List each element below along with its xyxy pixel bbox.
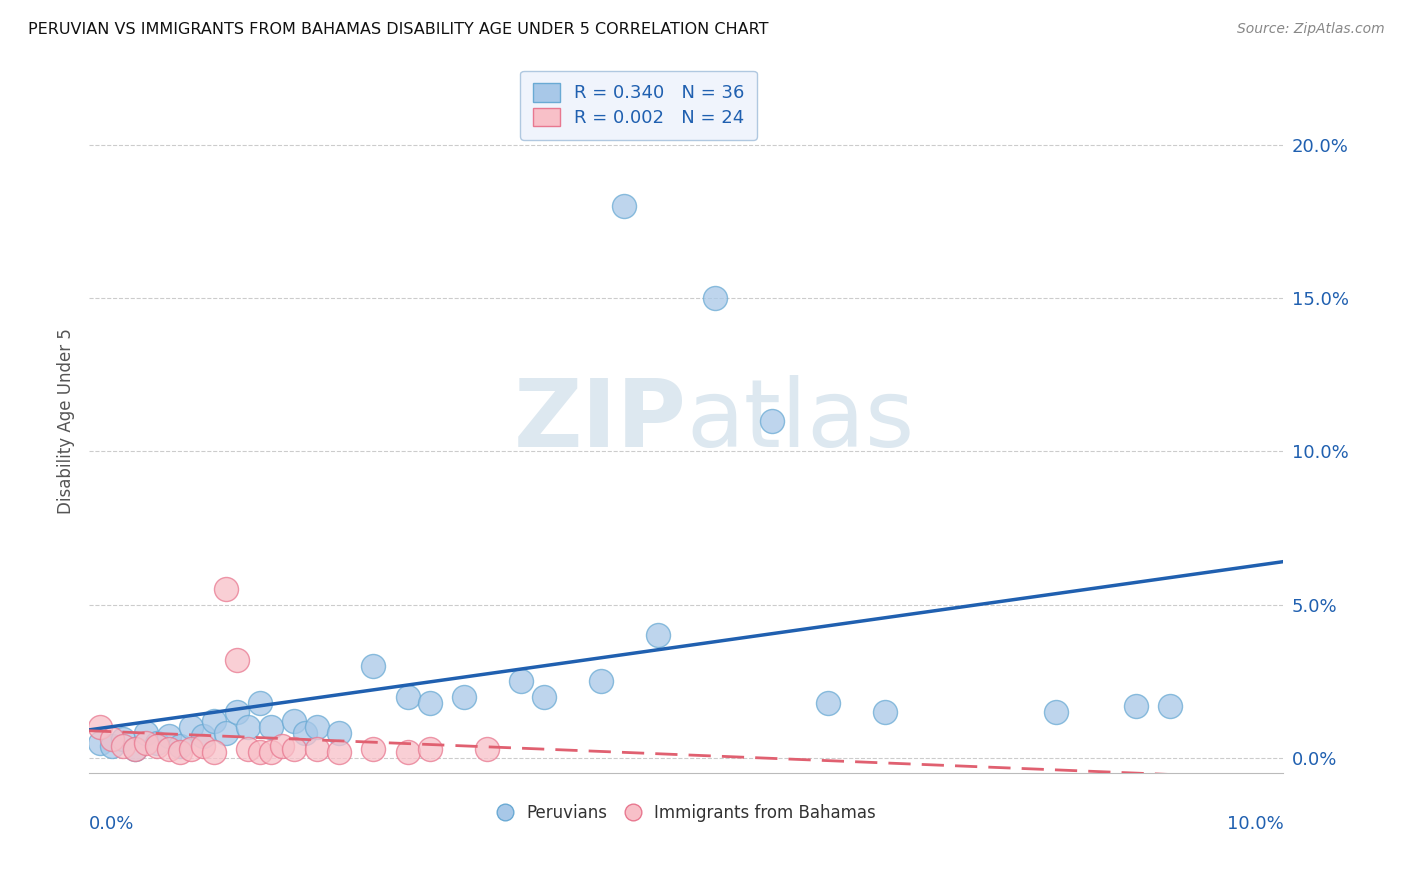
Point bbox=[1125, 698, 1147, 713]
Point bbox=[112, 739, 135, 753]
Point bbox=[647, 628, 669, 642]
Point bbox=[191, 730, 214, 744]
Point bbox=[419, 696, 441, 710]
Point bbox=[1045, 705, 1067, 719]
Point bbox=[135, 726, 157, 740]
Point bbox=[328, 726, 350, 740]
Point bbox=[202, 745, 225, 759]
Point bbox=[328, 745, 350, 759]
Point bbox=[453, 690, 475, 704]
Point bbox=[169, 739, 191, 753]
Point bbox=[363, 659, 385, 673]
Point bbox=[214, 726, 236, 740]
Point bbox=[613, 199, 636, 213]
Point bbox=[533, 690, 555, 704]
Point bbox=[101, 739, 124, 753]
Point bbox=[260, 745, 283, 759]
Point bbox=[1159, 698, 1181, 713]
Legend: Peruvians, Immigrants from Bahamas: Peruvians, Immigrants from Bahamas bbox=[489, 797, 883, 829]
Point bbox=[875, 705, 897, 719]
Y-axis label: Disability Age Under 5: Disability Age Under 5 bbox=[58, 328, 75, 514]
Point bbox=[146, 739, 169, 753]
Point bbox=[283, 741, 305, 756]
Point bbox=[169, 745, 191, 759]
Point bbox=[817, 696, 839, 710]
Point bbox=[124, 741, 146, 756]
Point bbox=[157, 741, 180, 756]
Text: 0.0%: 0.0% bbox=[89, 815, 135, 833]
Point bbox=[396, 690, 419, 704]
Point bbox=[89, 720, 111, 734]
Point bbox=[419, 741, 441, 756]
Point bbox=[226, 705, 249, 719]
Point bbox=[249, 696, 271, 710]
Point bbox=[283, 714, 305, 728]
Point bbox=[146, 735, 169, 749]
Point bbox=[135, 735, 157, 749]
Point bbox=[226, 653, 249, 667]
Point bbox=[202, 714, 225, 728]
Point bbox=[101, 732, 124, 747]
Point bbox=[510, 674, 533, 689]
Point bbox=[271, 739, 294, 753]
Point bbox=[180, 741, 202, 756]
Point bbox=[89, 735, 111, 749]
Text: 10.0%: 10.0% bbox=[1227, 815, 1284, 833]
Point bbox=[396, 745, 419, 759]
Point bbox=[589, 674, 612, 689]
Point bbox=[157, 730, 180, 744]
Text: PERUVIAN VS IMMIGRANTS FROM BAHAMAS DISABILITY AGE UNDER 5 CORRELATION CHART: PERUVIAN VS IMMIGRANTS FROM BAHAMAS DISA… bbox=[28, 22, 769, 37]
Point bbox=[238, 741, 260, 756]
Point bbox=[305, 741, 328, 756]
Point bbox=[191, 739, 214, 753]
Text: ZIP: ZIP bbox=[513, 375, 686, 467]
Point bbox=[124, 741, 146, 756]
Point bbox=[214, 582, 236, 597]
Point bbox=[477, 741, 499, 756]
Text: atlas: atlas bbox=[686, 375, 914, 467]
Point bbox=[249, 745, 271, 759]
Point bbox=[112, 732, 135, 747]
Point bbox=[260, 720, 283, 734]
Point bbox=[305, 720, 328, 734]
Point bbox=[703, 291, 725, 305]
Point bbox=[761, 414, 783, 428]
Point bbox=[363, 741, 385, 756]
Point bbox=[238, 720, 260, 734]
Point bbox=[294, 726, 316, 740]
Point bbox=[180, 720, 202, 734]
Text: Source: ZipAtlas.com: Source: ZipAtlas.com bbox=[1237, 22, 1385, 37]
